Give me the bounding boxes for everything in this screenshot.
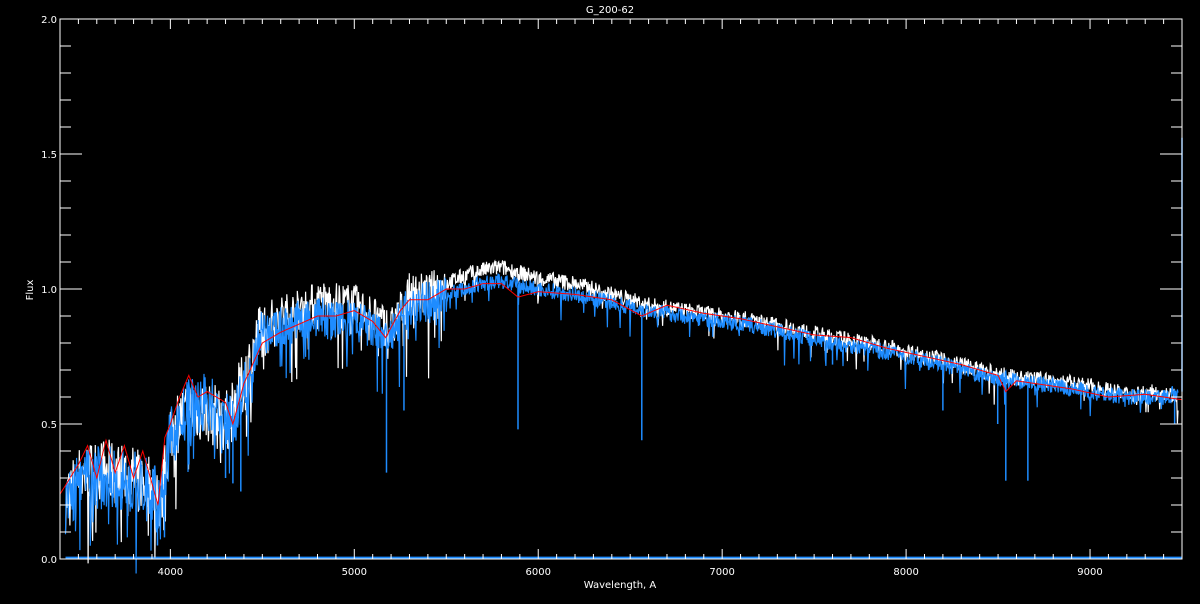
y-tick-label: 0.0	[41, 555, 57, 566]
axes-layer: 4000 5000 6000 7000 8000 9000 0.0 0.5 1.0 1.5 2.0	[41, 15, 1183, 578]
y-tick-label: 0.5	[41, 420, 57, 431]
y-axis-label: Flux	[25, 280, 36, 301]
x-tick-label: 8000	[893, 567, 918, 578]
x-tick-label: 5000	[342, 567, 367, 578]
series-1	[64, 137, 1183, 574]
x-tick-label: 7000	[709, 567, 734, 578]
y-tick-label: 1.5	[41, 150, 57, 161]
x-axis-label: Wavelength, A	[584, 580, 657, 591]
series-2	[59, 283, 1183, 507]
series-line-2	[59, 283, 1183, 507]
chart-title: G_200-62	[586, 5, 634, 16]
x-tick-label: 9000	[1077, 567, 1102, 578]
x-tick-label: 6000	[526, 567, 551, 578]
x-tick-label: 4000	[158, 567, 183, 578]
series-line-1	[64, 273, 1179, 574]
plot-frame	[59, 18, 1183, 560]
y-tick-label: 1.0	[41, 285, 57, 296]
y-tick-label: 2.0	[41, 15, 57, 26]
series-layer	[59, 137, 1183, 574]
